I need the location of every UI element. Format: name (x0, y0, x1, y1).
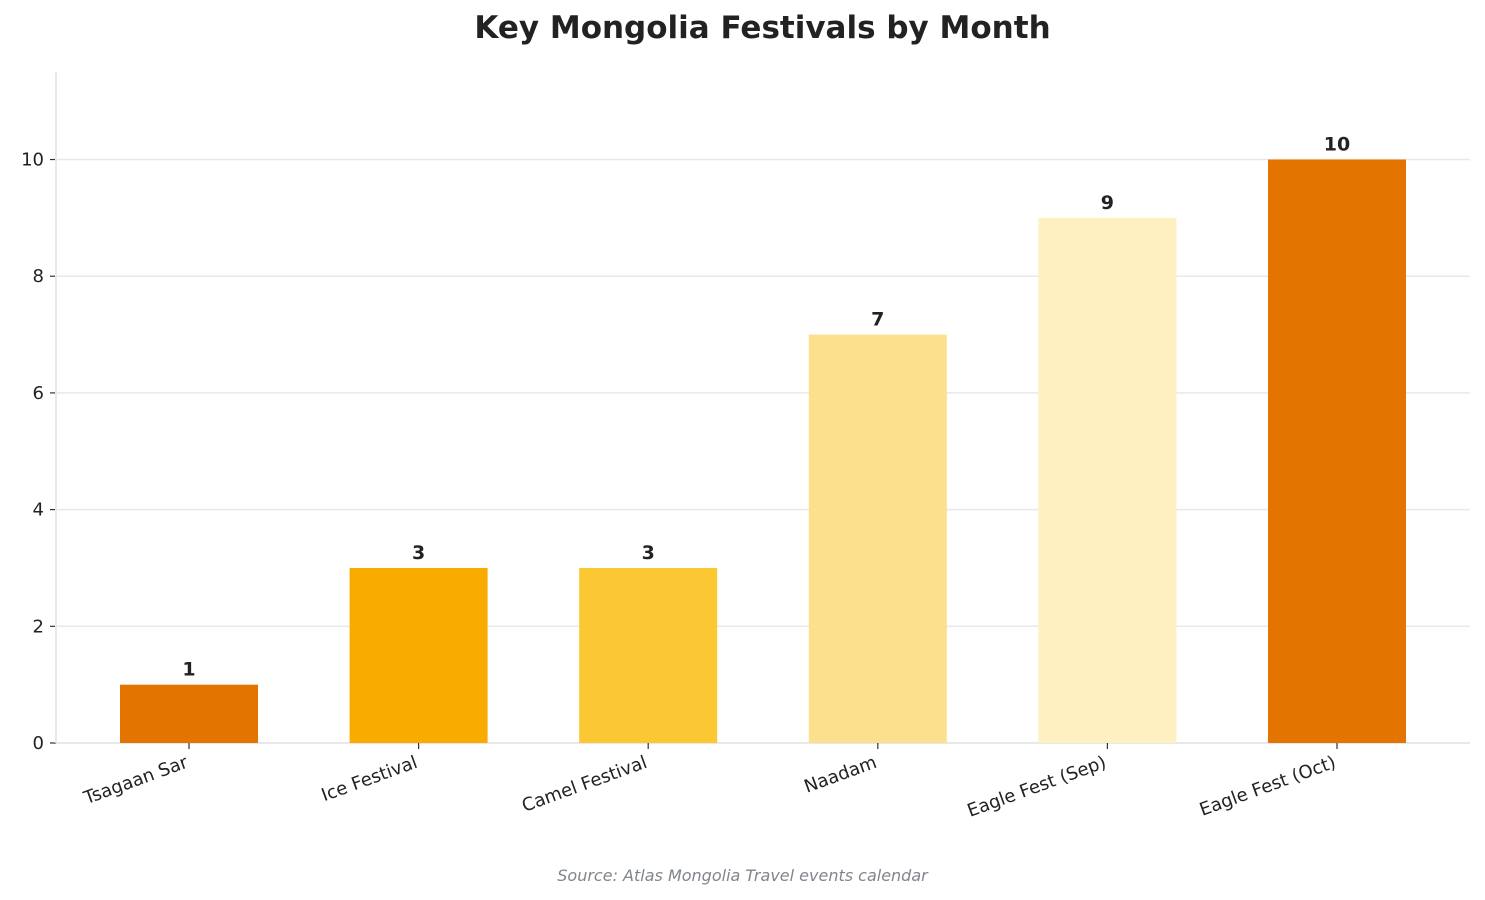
x-tick-label: Eagle Fest (Oct) (1197, 752, 1339, 821)
bar (1038, 217, 1177, 743)
data-label: 10 (1324, 134, 1350, 156)
y-tick-label: 2 (33, 616, 44, 637)
y-tick-label: 4 (33, 500, 44, 521)
x-tick-label: Eagle Fest (Sep) (965, 752, 1110, 822)
y-tick-label: 0 (33, 733, 44, 754)
bar (808, 334, 947, 743)
bar (349, 567, 488, 743)
data-label: 9 (1101, 192, 1114, 214)
x-tick-label: Camel Festival (519, 752, 650, 817)
chart-title: Key Mongolia Festivals by Month (474, 10, 1051, 46)
x-tick-label: Tsagaan Sar (80, 752, 191, 810)
source-note: Source: Atlas Mongolia Travel events cal… (557, 866, 928, 885)
data-label: 1 (182, 659, 195, 681)
x-tick-label: Ice Festival (319, 752, 421, 806)
bar (579, 567, 718, 743)
y-tick-label: 8 (33, 266, 44, 287)
data-label: 7 (871, 309, 884, 331)
bar (1268, 159, 1406, 744)
data-label: 3 (412, 542, 425, 564)
bar (120, 684, 258, 743)
y-tick-label: 10 (21, 150, 44, 171)
x-tick-label: Naadam (801, 752, 879, 798)
y-tick-label: 6 (33, 383, 44, 404)
data-label: 3 (642, 542, 655, 564)
